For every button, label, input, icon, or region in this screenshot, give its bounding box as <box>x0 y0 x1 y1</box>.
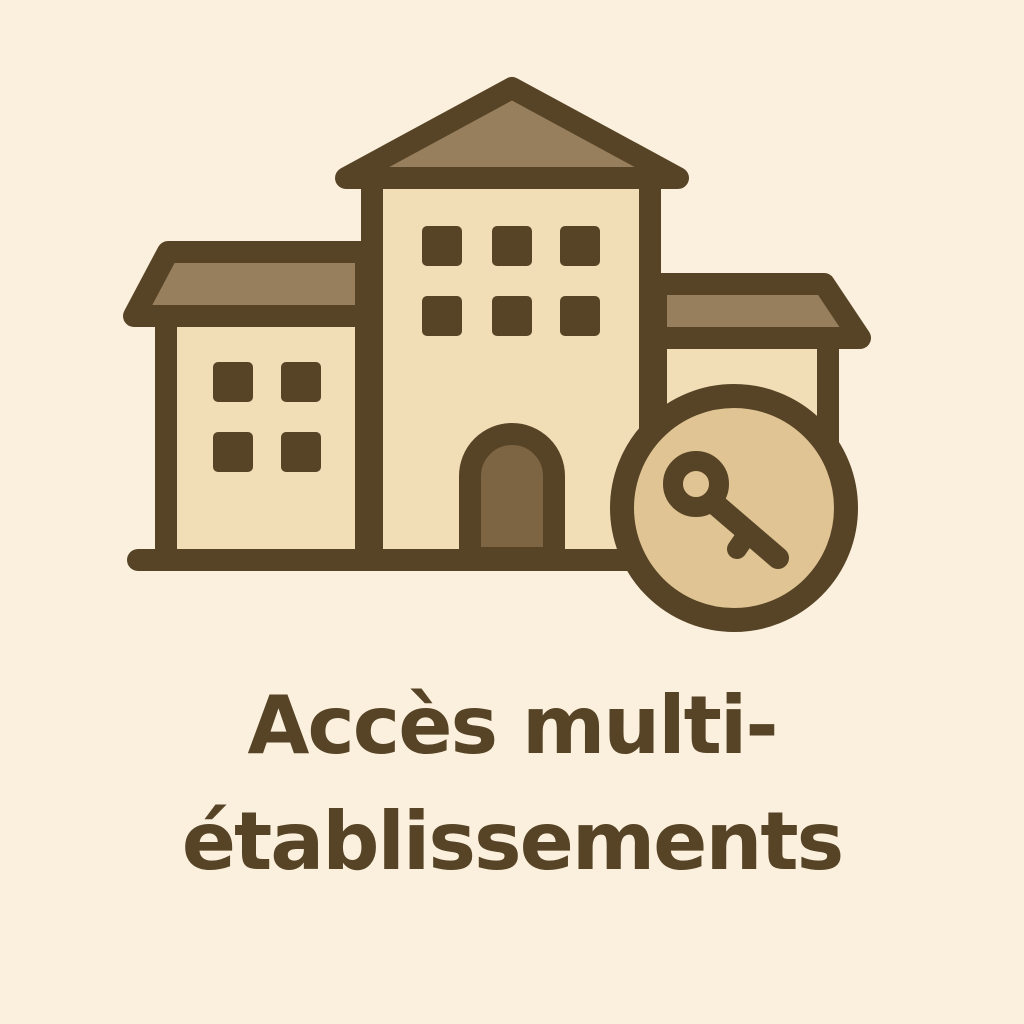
center-building <box>335 77 689 571</box>
caption-line-2: établissements <box>181 795 845 888</box>
buildings-icon <box>123 77 871 571</box>
key-shape <box>663 451 789 569</box>
left-building-windows <box>213 362 321 472</box>
entrance-door <box>459 423 565 569</box>
key-icon <box>610 384 858 632</box>
left-building <box>123 241 377 571</box>
caption-line-1: Accès multi- <box>247 679 778 772</box>
multi-building-illustration <box>123 77 871 632</box>
center-building-windows <box>422 226 600 336</box>
caption-title: Accès multi- établissements <box>0 668 1024 900</box>
